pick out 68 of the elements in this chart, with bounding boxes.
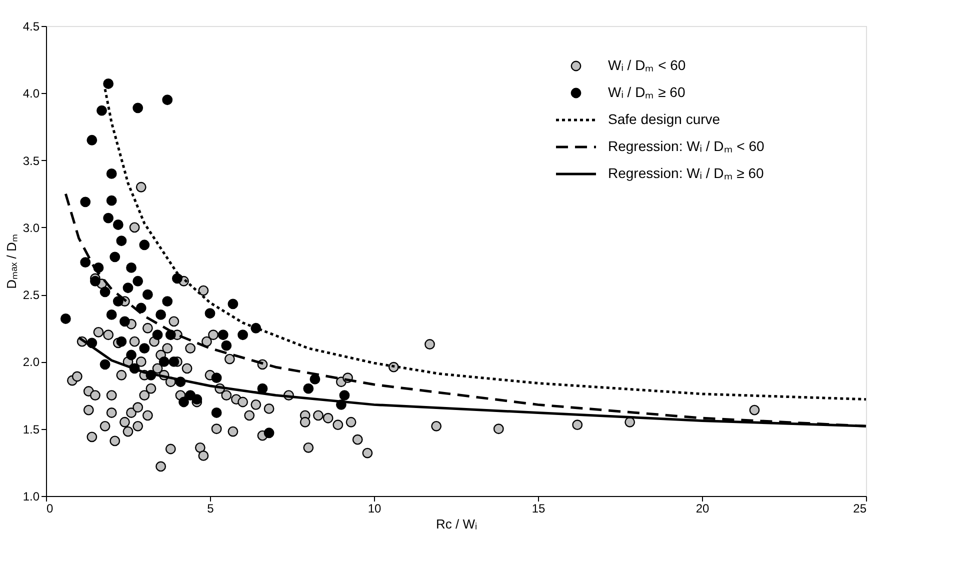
point: [122, 282, 134, 294]
x-tick-label: 20: [696, 502, 710, 516]
point: [204, 308, 216, 319]
point: [264, 428, 274, 438]
point: [106, 168, 117, 179]
y-axis-title: Dₘₐₓ / Dₘ: [4, 234, 19, 289]
point: [211, 372, 222, 384]
point: [178, 396, 189, 408]
point: [103, 212, 114, 224]
point: [221, 340, 232, 351]
point: [132, 102, 144, 114]
x-axis-title: Rc / Wᵢ: [436, 516, 478, 532]
point: [238, 330, 248, 340]
point: [120, 316, 130, 327]
point: [86, 134, 98, 146]
y-tick-label: 4.0: [22, 86, 40, 101]
point: [339, 390, 350, 400]
point: [192, 394, 202, 405]
y-tick-label: 2.0: [22, 355, 40, 370]
point: [139, 240, 150, 250]
point: [162, 94, 173, 106]
legend-label: Safe design curve: [608, 111, 720, 127]
x-tick-label: 5: [207, 502, 214, 516]
point: [110, 252, 120, 262]
point: [303, 383, 314, 394]
legend-label: Regression: Wᵢ / Dₘ ≥ 60: [608, 165, 764, 181]
y-tick-label: 1.5: [22, 422, 40, 436]
y-tick-label: 4.5: [22, 20, 40, 34]
point: [112, 296, 124, 306]
point: [168, 356, 180, 367]
point: [96, 105, 107, 116]
point: [116, 236, 127, 246]
point: [106, 195, 117, 206]
point: [100, 286, 110, 298]
y-tick-label: 3.5: [22, 154, 40, 168]
point: [152, 330, 163, 340]
point: [126, 350, 136, 360]
point: [218, 330, 228, 340]
point: [211, 408, 222, 418]
point: [116, 336, 127, 347]
point: [112, 220, 124, 230]
point: [80, 257, 91, 268]
point: [162, 296, 173, 306]
point: [139, 343, 150, 354]
y-tick-label: 3.0: [22, 220, 40, 235]
point: [228, 298, 238, 310]
point: [103, 78, 114, 89]
y-tick-label: 2.5: [22, 288, 40, 302]
point: [100, 359, 110, 370]
legend-label: Wᵢ / Dₘ ≥ 60: [608, 84, 686, 100]
point: [60, 314, 71, 324]
point: [156, 310, 166, 320]
legend-label: Wᵢ / Dₘ < 60: [608, 57, 686, 73]
point: [132, 276, 144, 286]
x-tick-label: 0: [46, 502, 54, 516]
x-tick-label: 10: [368, 502, 382, 516]
point: [126, 262, 136, 273]
x-tick-label: 15: [532, 502, 546, 516]
point: [172, 273, 182, 284]
point: [142, 289, 153, 300]
x-tick-label: 25: [853, 502, 867, 516]
point: [158, 356, 170, 367]
point: [90, 276, 100, 286]
legend-label: Regression: Wᵢ / Dₘ < 60: [608, 138, 765, 154]
y-tick-label: 1.0: [22, 490, 40, 504]
point: [310, 374, 320, 384]
point: [80, 196, 91, 208]
point: [106, 310, 117, 320]
